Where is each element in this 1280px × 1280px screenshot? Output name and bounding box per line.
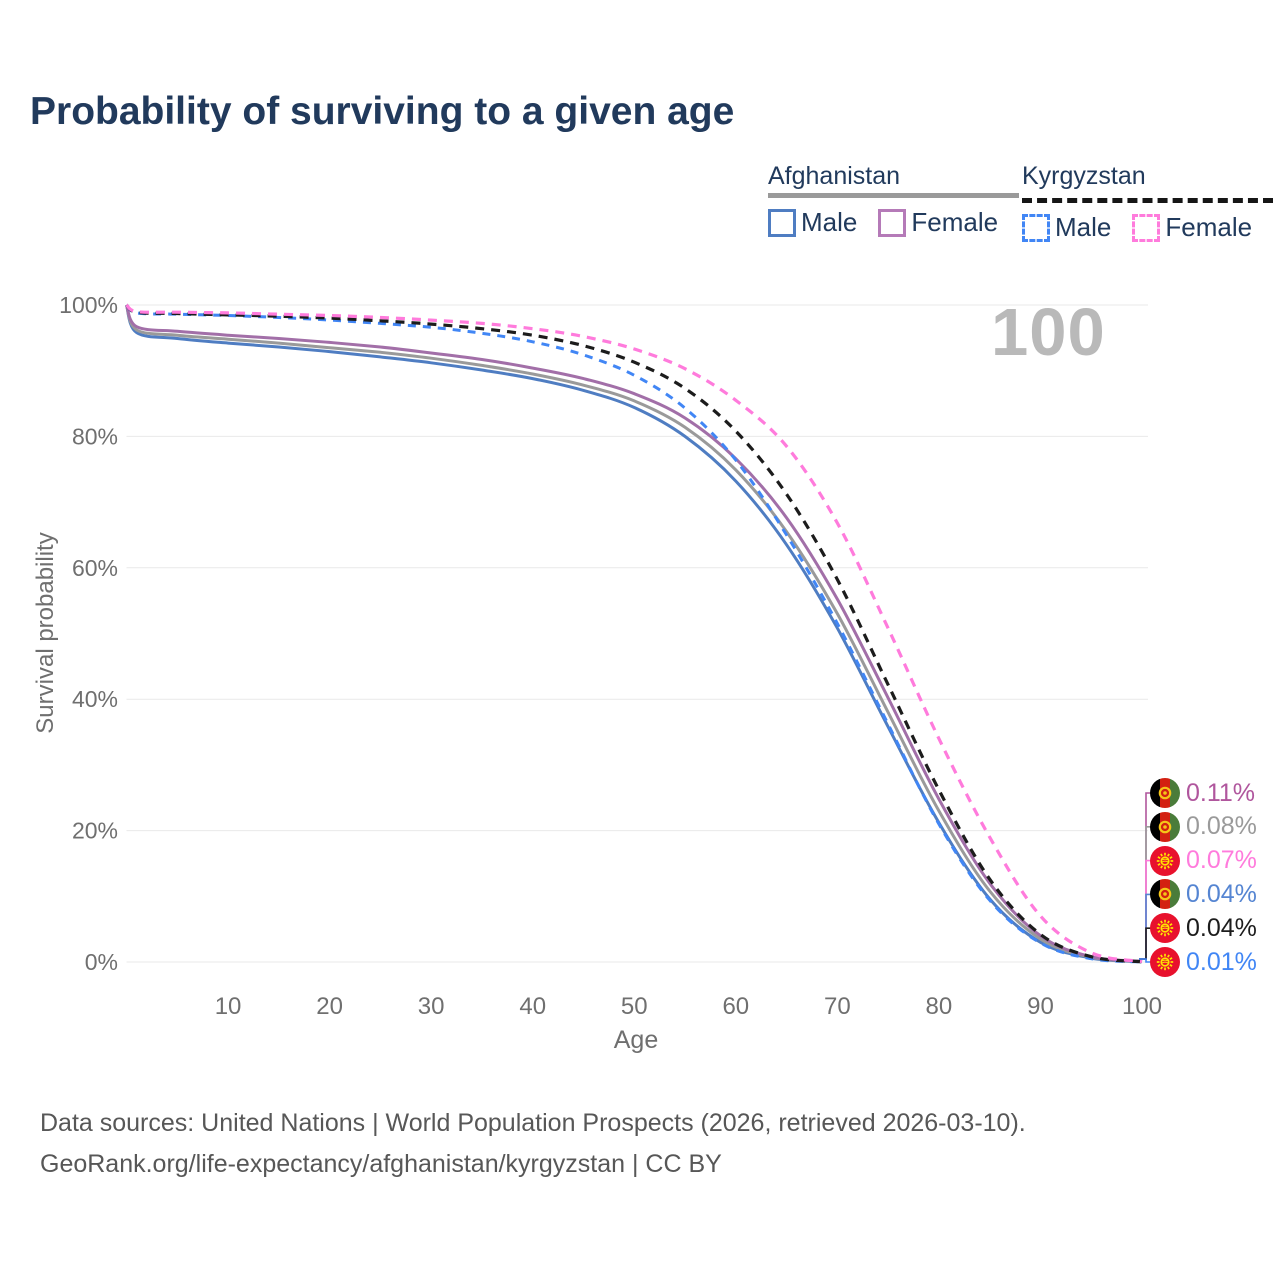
kyrgyzstan-male-swatch [1022,213,1050,242]
y-tick-label: 40% [72,686,118,712]
x-tick-label: 60 [722,993,749,1020]
legend-group-kyrgyzstan: Kyrgyzstan Male Female [1022,162,1274,243]
data-sources-line: Data sources: United Nations | World Pop… [40,1109,1026,1137]
y-tick-label: 100% [59,292,118,318]
afghanistan-line-sample [768,193,1020,198]
kyrgyzstan-flag-icon [1150,947,1180,977]
kyrgyzstan-female-swatch [1132,213,1161,242]
legend-item-kyrgyzstan-male[interactable]: Male [1022,212,1111,243]
kyrgyzstan-line-sample [1022,193,1274,203]
x-tick-label: 50 [621,993,648,1020]
legend-label-female: Female [1165,212,1253,242]
x-tick-label: 100 [1122,993,1162,1020]
afghanistan-female-swatch [878,208,907,237]
y-tick-label: 20% [72,818,118,844]
x-tick-label: 70 [824,993,851,1020]
afghanistan-flag-icon [1150,811,1180,842]
attribution-line: GeoRank.org/life-expectancy/afghanistan/… [40,1150,722,1178]
end-label-value: 0.04% [1186,913,1257,942]
end-label-value: 0.08% [1186,812,1257,841]
end-label-row: 0.04% [1150,878,1257,910]
legend-country-kyrgyzstan: Kyrgyzstan [1022,162,1146,190]
legend-label-female: Female [911,207,999,237]
series-line-kyrgyzstan-both [125,303,1143,964]
page-title: Probability of surviving to a given age [30,90,735,133]
legend-label-male: Male [801,207,858,237]
series-line-kyrgyzstan-female [125,303,1143,964]
legend-item-afghanistan-female[interactable]: Female [878,207,998,238]
legend-group-afghanistan: Afghanistan Male Female [768,162,1020,238]
x-tick-label: 20 [316,993,343,1020]
end-label-row: 0.01% [1150,946,1257,978]
x-axis-title: Age [613,1026,659,1054]
series-line-afghanistan-male [125,304,1143,964]
legend-item-afghanistan-male[interactable]: Male [768,207,857,238]
afghanistan-flag-icon [1150,778,1180,808]
series-line-afghanistan-female [125,304,1143,963]
end-label-row: 0.04% [1150,912,1257,944]
end-label-row: 0.07% [1150,845,1257,877]
age-watermark: 100 [991,295,1106,370]
legend-item-kyrgyzstan-female[interactable]: Female [1132,212,1252,243]
end-label-value: 0.11% [1186,778,1256,807]
legend-label-male: Male [1055,212,1112,242]
end-label-connector [1139,958,1152,963]
x-tick-label: 30 [418,993,445,1020]
afghanistan-flag-icon [1150,879,1180,910]
series-line-kyrgyzstan-male [125,303,1143,964]
kyrgyzstan-flag-icon [1150,913,1180,944]
x-tick-label: 80 [926,993,953,1020]
x-tick-label: 40 [519,993,546,1020]
y-tick-label: 60% [72,555,118,581]
end-label-value: 0.04% [1186,879,1257,908]
x-tick-label: 90 [1027,993,1054,1020]
end-label-value: 0.01% [1186,947,1257,976]
afghanistan-male-swatch [768,208,796,237]
x-tick-label: 10 [215,993,242,1020]
end-label-row: 0.08% [1150,811,1257,843]
y-tick-label: 0% [85,949,118,975]
series-line-afghanistan-both [125,304,1143,963]
y-tick-label: 80% [72,423,118,449]
end-label-value: 0.07% [1186,846,1257,875]
kyrgyzstan-flag-icon [1150,845,1180,876]
end-label-row: 0.11% [1150,777,1255,809]
legend-country-afghanistan: Afghanistan [768,162,901,190]
